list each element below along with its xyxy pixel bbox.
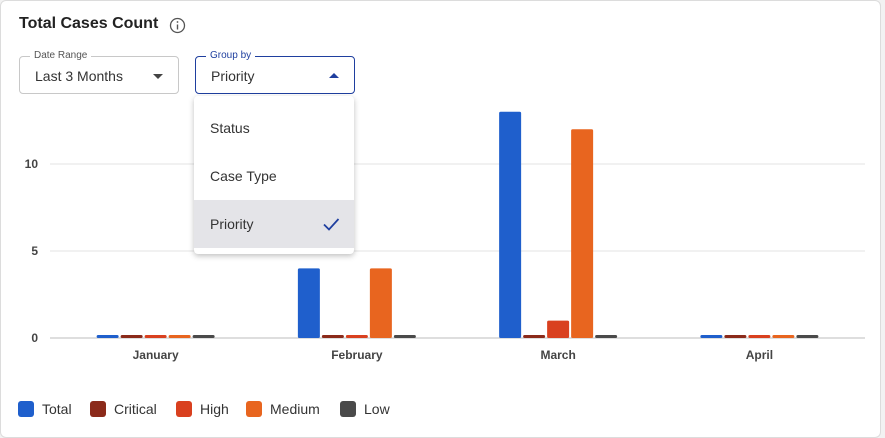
x-tick-label: March bbox=[540, 348, 575, 362]
x-tick-label: February bbox=[331, 348, 383, 362]
group-by-value: Priority bbox=[211, 68, 255, 84]
bar-high-april[interactable] bbox=[748, 335, 771, 338]
checkmark-icon bbox=[323, 218, 340, 231]
y-tick-label: 10 bbox=[25, 157, 39, 171]
legend-swatch bbox=[18, 401, 34, 417]
y-tick-label: 5 bbox=[31, 244, 38, 258]
y-tick-label: 0 bbox=[31, 331, 38, 345]
bar-low-march[interactable] bbox=[595, 335, 618, 338]
legend-label: Low bbox=[364, 401, 390, 417]
menu-item-case-type[interactable]: Case Type bbox=[194, 152, 354, 200]
legend-label: Critical bbox=[114, 401, 157, 417]
legend-swatch bbox=[340, 401, 356, 417]
bar-medium-january[interactable] bbox=[168, 335, 191, 338]
bar-critical-february[interactable] bbox=[321, 335, 344, 338]
menu-item-label: Case Type bbox=[210, 168, 277, 184]
bar-low-february[interactable] bbox=[393, 335, 416, 338]
menu-item-label: Status bbox=[210, 120, 250, 136]
bar-total-april[interactable] bbox=[700, 335, 723, 338]
bar-critical-april[interactable] bbox=[724, 335, 747, 338]
legend-label: High bbox=[200, 401, 229, 417]
bar-low-april[interactable] bbox=[796, 335, 819, 338]
caret-up-icon bbox=[329, 73, 339, 78]
x-tick-label: April bbox=[746, 348, 773, 362]
bar-medium-february[interactable] bbox=[369, 268, 392, 338]
date-range-select[interactable]: Date Range Last 3 Months bbox=[19, 50, 179, 94]
info-circle-icon[interactable] bbox=[169, 17, 186, 34]
legend-label: Medium bbox=[270, 401, 320, 417]
group-by-select[interactable]: Group by Priority bbox=[195, 50, 355, 94]
bar-critical-march[interactable] bbox=[523, 335, 546, 338]
menu-item-priority[interactable]: Priority bbox=[194, 200, 354, 248]
bar-critical-january[interactable] bbox=[120, 335, 143, 338]
date-range-value: Last 3 Months bbox=[35, 68, 123, 84]
x-tick-label: January bbox=[133, 348, 179, 362]
bar-total-february[interactable] bbox=[297, 268, 320, 338]
bar-high-march[interactable] bbox=[547, 320, 570, 338]
bar-medium-april[interactable] bbox=[772, 335, 795, 338]
date-range-label: Date Range bbox=[30, 50, 92, 62]
group-by-dropdown-menu: Status Case Type Priority bbox=[194, 96, 354, 254]
group-by-label: Group by bbox=[206, 50, 256, 62]
bar-high-february[interactable] bbox=[345, 335, 368, 338]
bar-total-march[interactable] bbox=[499, 111, 522, 338]
legend-swatch bbox=[176, 401, 192, 417]
bar-medium-march[interactable] bbox=[571, 129, 594, 338]
bar-high-january[interactable] bbox=[144, 335, 167, 338]
bar-total-january[interactable] bbox=[96, 335, 119, 338]
bar-low-january[interactable] bbox=[192, 335, 215, 338]
caret-down-icon bbox=[153, 74, 163, 79]
legend-swatch bbox=[246, 401, 262, 417]
card-title: Total Cases Count bbox=[19, 15, 159, 32]
menu-item-status[interactable]: Status bbox=[194, 104, 354, 152]
legend-swatch bbox=[90, 401, 106, 417]
menu-item-label: Priority bbox=[210, 216, 254, 232]
legend-label: Total bbox=[42, 401, 72, 417]
